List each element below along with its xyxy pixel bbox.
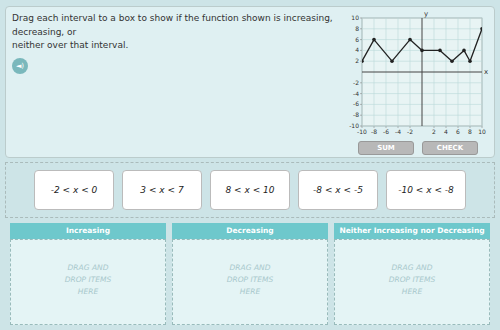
tick-label-x: 10 (478, 128, 486, 135)
drop-text: DRAG AND DROP ITEMS HERE (11, 262, 165, 298)
data-point (420, 49, 424, 53)
tick-label-x: -10 (357, 128, 367, 135)
tick-label-y: -8 (353, 111, 359, 118)
interval-card[interactable]: 8 < x < 10 (210, 170, 290, 210)
data-point (480, 27, 482, 31)
tick-label-y: -4 (353, 90, 359, 97)
tick-label-y: -2 (353, 79, 359, 86)
drop-text: DRAG AND DROP ITEMS HERE (173, 262, 327, 298)
data-point (450, 59, 454, 63)
tick-label-y: -6 (353, 100, 359, 107)
drop-zone[interactable]: DRAG AND DROP ITEMS HERE (10, 239, 166, 325)
interval-card[interactable]: 3 < x < 7 (122, 170, 202, 210)
tick-y (360, 115, 362, 116)
instruction: Drag each interval to a box to show if t… (12, 12, 337, 53)
tick-label-x: 4 (444, 128, 448, 135)
tick-y (360, 50, 362, 51)
interval-card[interactable]: -8 < x < -5 (298, 170, 378, 210)
tick-label-y: 4 (355, 46, 359, 53)
button[interactable]: SUM (358, 141, 414, 155)
graph: -10 -8 -6 -4 -2 2 4 6 8 10 -10 -8 -6 -4 -2 2 4 6 8 10 x y (344, 8, 496, 140)
tick-y (360, 126, 362, 127)
drop-zone-header: Increasing (10, 223, 166, 239)
data-point (462, 49, 466, 53)
tick-label-y: 10 (351, 14, 359, 21)
drop-zone[interactable]: DRAG AND DROP ITEMS HERE (172, 239, 328, 325)
tick-label-x: 8 (468, 128, 472, 135)
x-axis-label: x (484, 68, 488, 76)
data-point (408, 38, 412, 42)
y-axis-label: y (424, 10, 428, 18)
tick-y (360, 28, 362, 29)
tick-label-y: -10 (349, 122, 359, 129)
tick-label-x: -6 (383, 128, 389, 135)
data-point (372, 38, 376, 42)
y-axis-line (422, 18, 423, 126)
function-line (362, 29, 482, 61)
tick-label-x: 6 (456, 128, 460, 135)
interval-card[interactable]: -2 < x < 0 (34, 170, 114, 210)
tick-label-y: 6 (355, 36, 359, 43)
drop-text: DRAG AND DROP ITEMS HERE (335, 262, 489, 298)
drop-zone[interactable]: DRAG AND DROP ITEMS HERE (334, 239, 490, 325)
tick-label-y: 2 (355, 57, 359, 64)
speaker-icon[interactable]: ◄) (12, 58, 28, 74)
tick-label-x: 2 (432, 128, 436, 135)
drop-zone-header: Decreasing (172, 223, 328, 239)
tick-label-x: -8 (371, 128, 377, 135)
data-point (468, 59, 472, 63)
button[interactable]: CHECK (422, 141, 478, 155)
tick-label-x: -2 (407, 128, 413, 135)
data-point (362, 59, 364, 63)
tick-label-y: 8 (355, 25, 359, 32)
tick-y (360, 93, 362, 94)
drop-zone-header: Neither Increasing nor Decreasing (334, 223, 490, 239)
data-point (390, 59, 394, 63)
plot-area (362, 18, 482, 126)
tick-y (360, 39, 362, 40)
interval-card[interactable]: -10 < x < -8 (386, 170, 466, 210)
tick-label-x: -4 (395, 128, 401, 135)
tick-y (360, 61, 362, 62)
plot-marks (362, 27, 482, 63)
tick-y (360, 104, 362, 105)
tick-y (360, 82, 362, 83)
data-point (438, 49, 442, 53)
tick-y (360, 18, 362, 19)
